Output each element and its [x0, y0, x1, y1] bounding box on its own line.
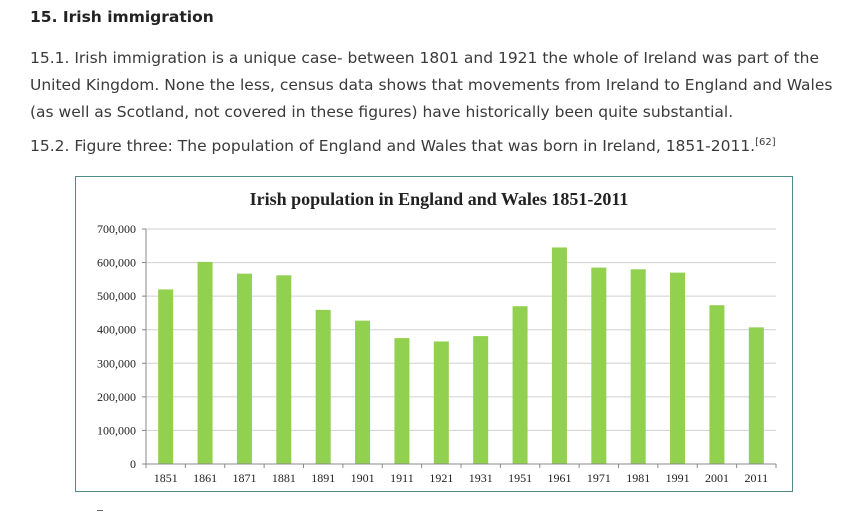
- citation-link[interactable]: [62]: [755, 136, 776, 148]
- y-tick-label: 300,000: [97, 356, 136, 370]
- bar-1871: [236, 273, 252, 464]
- x-tick-label: 1991: [666, 471, 690, 485]
- x-tick-label: 1981: [626, 471, 650, 485]
- y-tick-label: 700,000: [97, 222, 136, 236]
- chart-title: Irish population in England and Wales 18…: [250, 189, 629, 209]
- bar-1921: [433, 341, 449, 464]
- paragraph-15-2: 15.2. Figure three: The population of En…: [30, 133, 840, 160]
- bar-1981: [630, 269, 646, 464]
- bar-chart: Irish population in England and Wales 18…: [97, 189, 777, 485]
- x-tick-label: 2011: [745, 471, 769, 485]
- y-tick-label: 200,000: [97, 390, 136, 404]
- y-tick-label: 500,000: [97, 289, 136, 303]
- bar-2011: [748, 327, 764, 464]
- bar-1911: [394, 338, 410, 464]
- bar-1991: [670, 272, 686, 464]
- x-tick-label: 1911: [390, 471, 414, 485]
- x-tick-label: 1881: [272, 471, 296, 485]
- bar-1931: [473, 336, 489, 464]
- y-tick-labels: 0 100,000 200,000 300,000 400,000 500,000 600,…: [97, 222, 136, 471]
- x-tick-label: 1891: [311, 471, 335, 485]
- axes: [142, 228, 777, 468]
- bar-1951: [512, 306, 528, 464]
- x-tick-label: 1931: [469, 471, 493, 485]
- y-tick-label: 100,000: [97, 423, 136, 437]
- x-tick-label: 1851: [154, 471, 178, 485]
- bar-2001: [709, 305, 725, 464]
- x-tick-label: 1961: [547, 471, 571, 485]
- chart-figure: Irish population in England and Wales 18…: [75, 176, 793, 492]
- section-heading: 15. Irish immigration: [30, 8, 214, 26]
- bar-1901: [355, 320, 371, 464]
- x-tick-labels: 1851 1861 1871 1881 1891 1901 1911 1921 1931 1951…: [154, 471, 768, 485]
- y-tick-label: 400,000: [97, 323, 136, 337]
- x-tick-label: 1951: [508, 471, 532, 485]
- bar-1851: [158, 289, 174, 464]
- y-tick-label: 0: [130, 457, 136, 471]
- paragraph-15-2-text: 15.2. Figure three: The population of En…: [30, 137, 756, 155]
- bar-1861: [197, 261, 213, 464]
- x-tick-label: 1971: [587, 471, 611, 485]
- bar-1961: [551, 247, 567, 464]
- page-mark: [97, 510, 103, 511]
- x-tick-label: 1871: [232, 471, 256, 485]
- bar-1971: [591, 267, 607, 464]
- x-tick-label: 1861: [193, 471, 217, 485]
- x-tick-label: 2001: [705, 471, 729, 485]
- bar-1881: [276, 275, 292, 464]
- y-tick-label: 600,000: [97, 256, 136, 270]
- x-tick-label: 1921: [429, 471, 453, 485]
- paragraph-15-1: 15.1. Irish immigration is a unique case…: [30, 49, 833, 121]
- x-tick-label: 1901: [351, 471, 375, 485]
- bar-1891: [315, 309, 331, 464]
- bars: [158, 247, 764, 464]
